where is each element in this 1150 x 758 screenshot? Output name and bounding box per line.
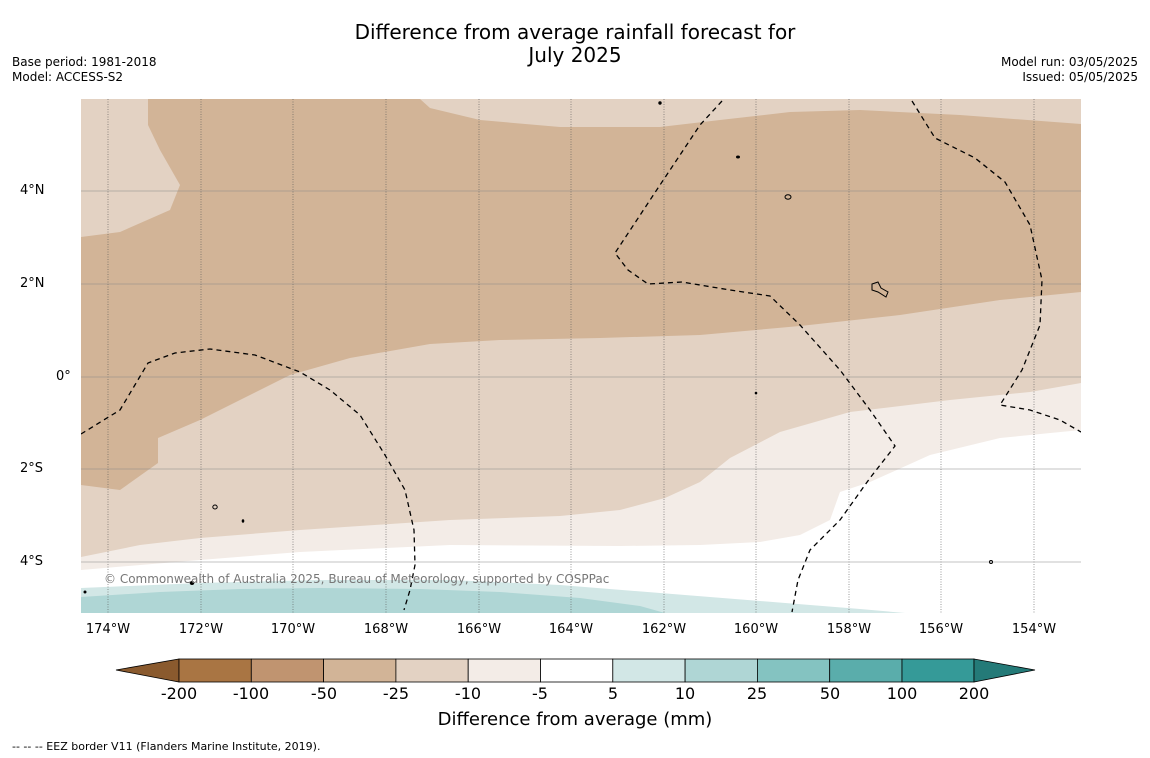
island-9 [189,581,195,585]
colorbar-box-neg25 [395,658,469,683]
lat-label-2N: 2°N [20,276,45,291]
eez-border-east [911,100,1081,433]
lon-label-162W: 162°W [641,622,687,637]
island-6 [212,504,218,510]
map-fill-regions [81,99,1081,613]
colorbar-extend-high [973,658,1036,683]
colorbar-label: 10 [674,684,696,703]
colorbar-box-neg200 [178,658,252,683]
meta-left: Base period: 1981-2018 Model: ACCESS-S2 [12,55,157,85]
colorbar-title: Difference from average (mm) [437,709,713,730]
lon-label-156W: 156°W [918,622,964,637]
colorbar-label: -25 [382,684,410,703]
colorbar-box-pos50 [757,658,831,683]
colorbar-label: 5 [607,684,619,703]
base-period: Base period: 1981-2018 [12,55,157,69]
lon-label-158W: 158°W [826,622,872,637]
meta-right: Model run: 03/05/2025 Issued: 05/05/2025 [1001,55,1138,85]
colorbar-label: 100 [886,684,918,703]
eez-border-west [81,348,416,611]
island-8 [989,560,993,564]
islands [83,101,993,594]
colorbar-extend-low [115,658,180,683]
lon-label-172W: 172°W [178,622,224,637]
region-plus25 [81,588,665,613]
eez-border-central [614,100,896,613]
colorbar-box-neg50 [323,658,397,683]
lon-label-174W: 174°W [85,622,131,637]
issued-date: Issued: 05/05/2025 [1022,70,1138,84]
map-title-line1: Difference from average rainfall forecas… [354,20,796,44]
lat-label-4S: 4°S [20,554,44,569]
colorbar-label: 200 [958,684,990,703]
colorbar-label: 25 [746,684,768,703]
lon-label-154W: 154°W [1011,622,1057,637]
colorbar-label: -5 [532,684,548,703]
lon-label-168W: 168°W [363,622,409,637]
copyright-notice: © Commonwealth of Australia 2025, Bureau… [104,572,610,586]
colorbar-box-pos200 [901,658,975,683]
lat-label-2S: 2°S [20,461,44,476]
colorbar-label: -10 [454,684,482,703]
colorbar-label: 50 [819,684,841,703]
colorbar-label: -200 [160,684,198,703]
island-5 [754,391,758,395]
colorbar-label: -100 [232,684,270,703]
island-4 [871,281,889,298]
lon-label-166W: 166°W [456,622,502,637]
model-name: Model: ACCESS-S2 [12,70,124,84]
lon-label-170W: 170°W [270,622,316,637]
colorbar [115,658,1036,683]
eez-footnote: -- -- -- EEZ border V11 (Flanders Marine… [12,740,321,753]
island-10 [83,590,87,594]
map-title-line2: July 2025 [528,43,622,67]
lat-label-4N: 4°N [20,183,45,198]
model-run: Model run: 03/05/2025 [1000,55,1138,69]
colorbar-box-pos100 [829,658,903,683]
island-3 [784,194,792,200]
island-2 [736,155,740,159]
lon-label-160W: 160°W [733,622,779,637]
longitude-gridlines [107,99,1035,613]
lat-label-0: 0° [56,369,71,384]
colorbar-box-pos25 [684,658,758,683]
colorbar-box-neg100 [250,658,325,683]
latitude-gridlines [81,190,1081,563]
colorbar-box-pos10 [612,658,686,683]
colorbar-label: -50 [310,684,338,703]
island-7 [241,519,245,523]
eez-borders [81,100,1081,613]
colorbar-box-neg10 [467,658,541,683]
region-minus50-north [81,99,1081,490]
lon-label-164W: 164°W [548,622,594,637]
colorbar-box-neutral [540,658,614,683]
island-1 [658,101,662,105]
